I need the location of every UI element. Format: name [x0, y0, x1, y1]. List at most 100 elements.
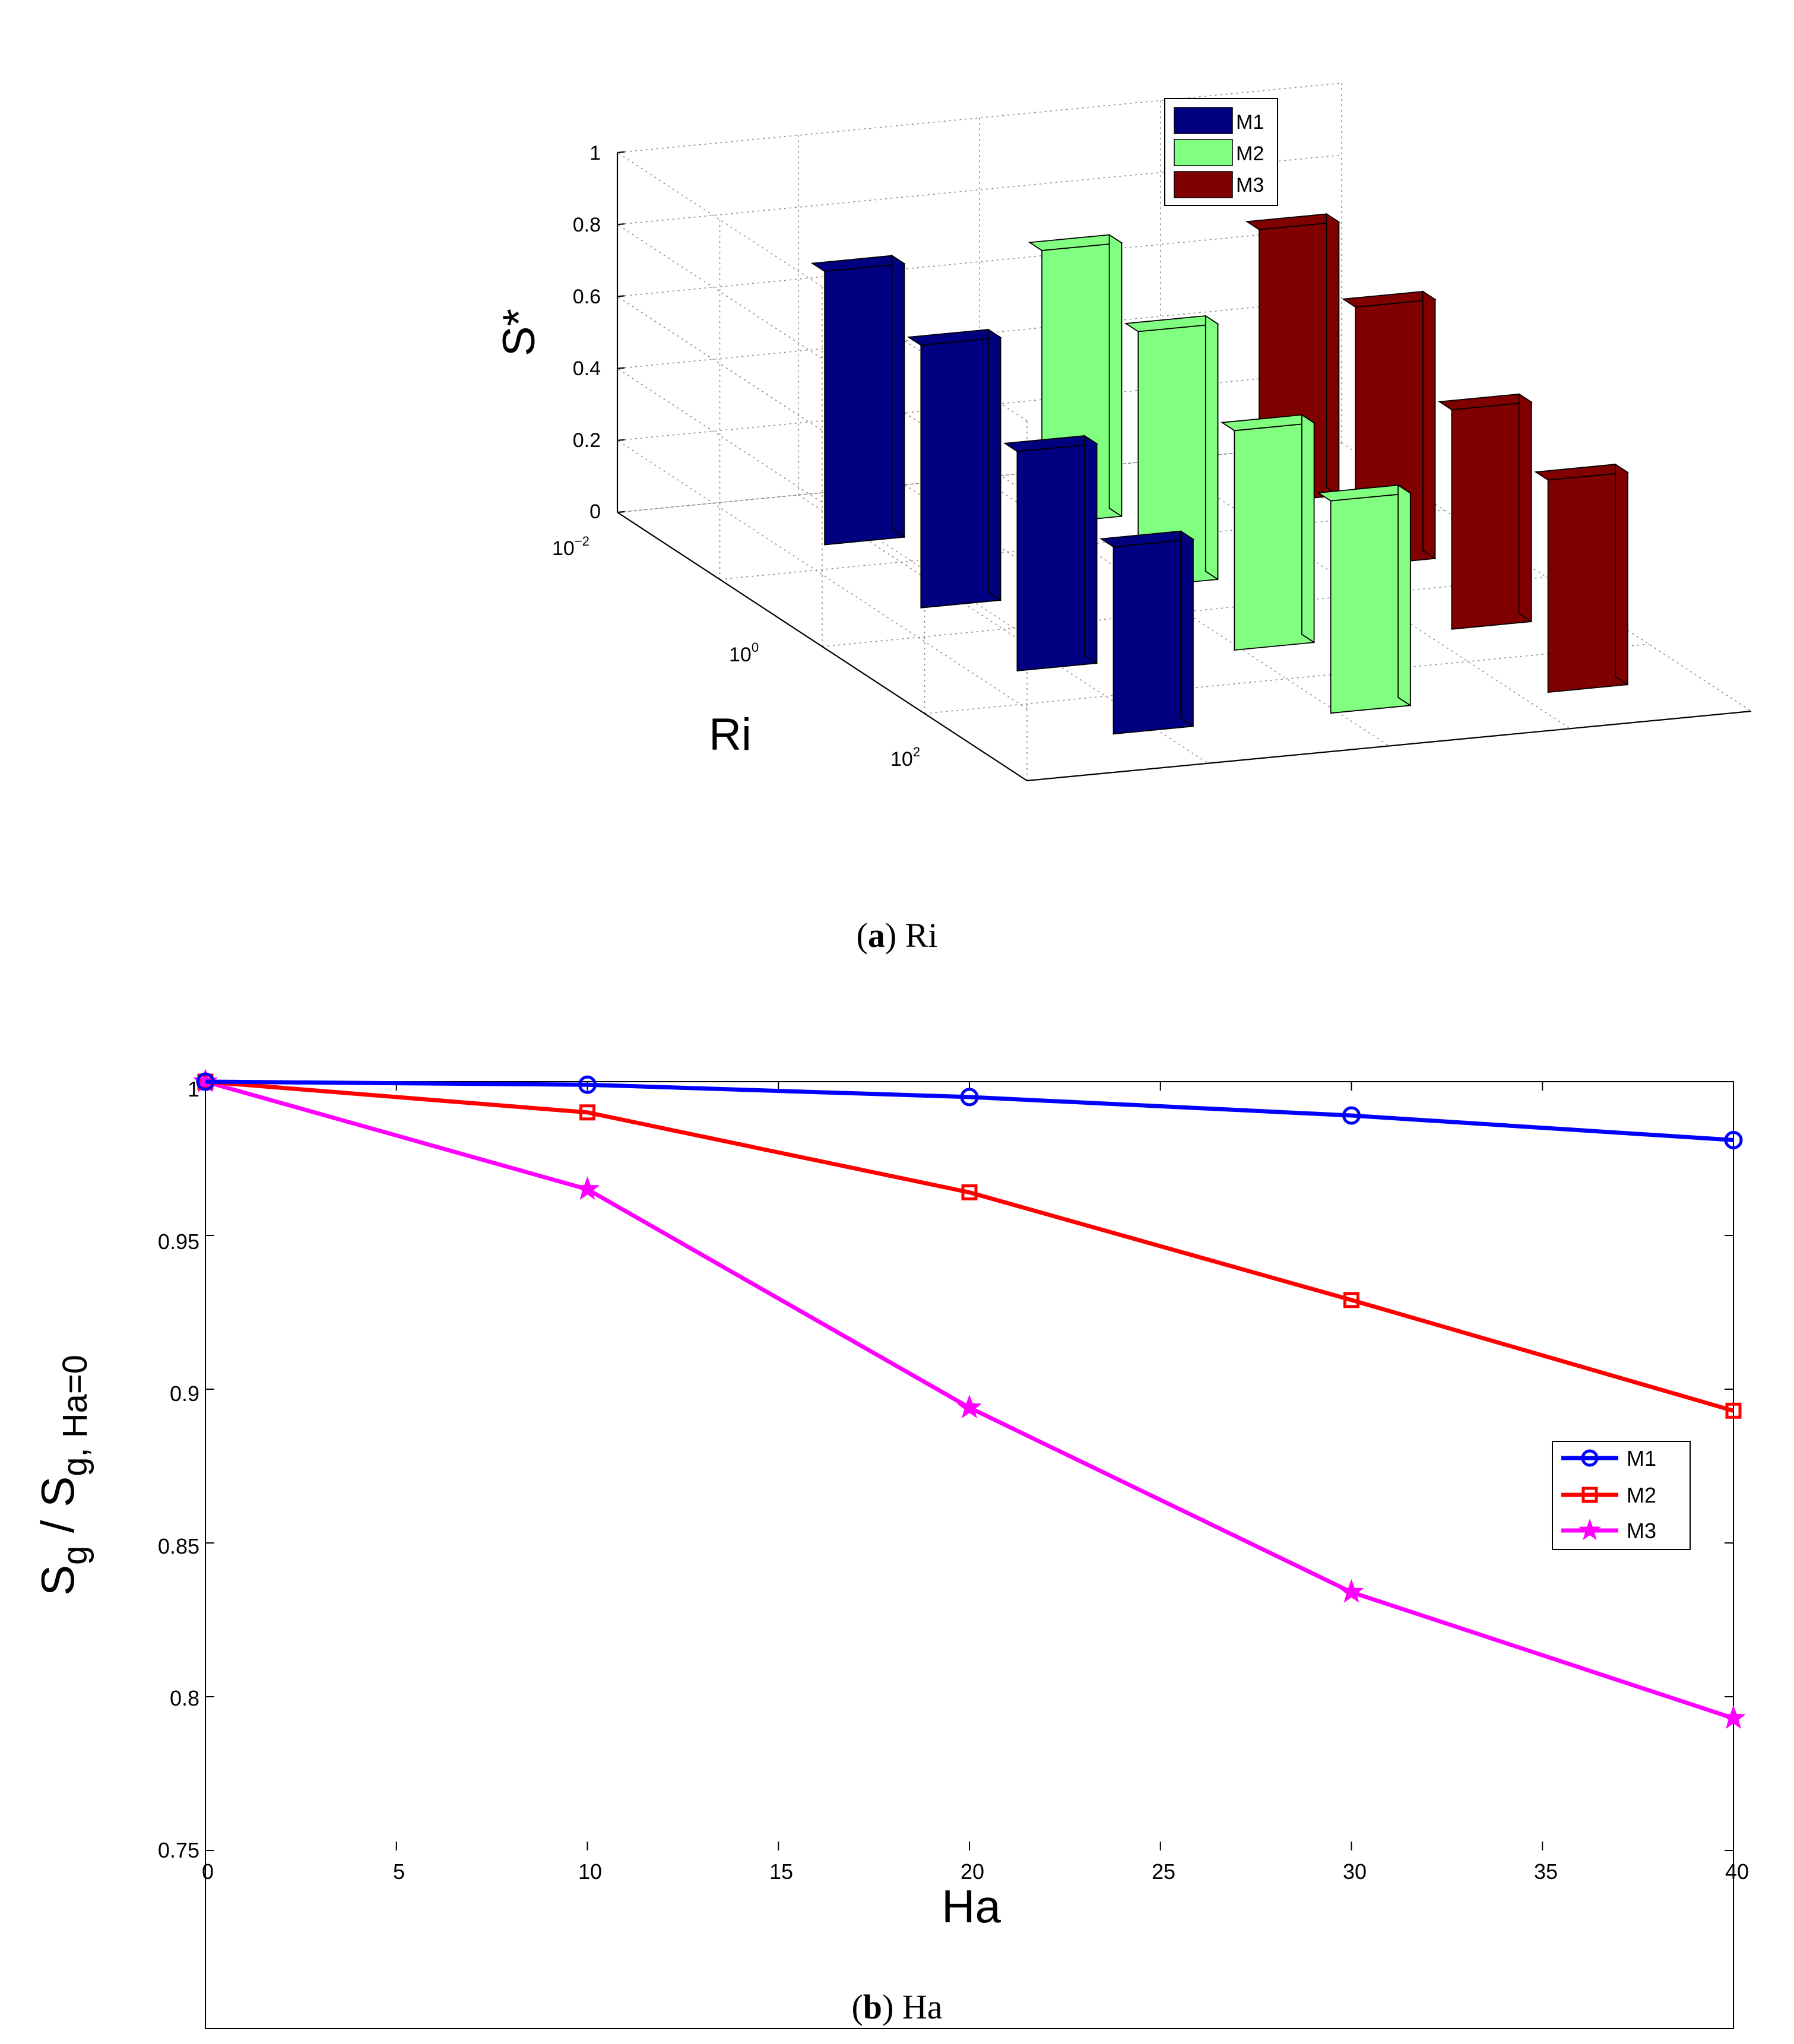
x-tick-label: 5	[393, 1859, 405, 1884]
legend-marker-m2	[1581, 1487, 1598, 1503]
bar-side-face	[1422, 290, 1436, 560]
bar-m3-cat-3	[1534, 463, 1630, 693]
z-tick-label: 0.2	[573, 429, 601, 452]
bar-m1-cat-2	[1003, 435, 1099, 671]
line-legend: M1 M2 M3	[1552, 1441, 1691, 1550]
x-tick-label: 0	[202, 1859, 214, 1884]
data-point	[960, 1088, 979, 1107]
y-tick-label: 0.85	[158, 1534, 199, 1558]
y-tick-label: 0.8	[170, 1686, 199, 1710]
bar-m2-cat-3	[1317, 484, 1412, 714]
z-tick-label: 1	[589, 142, 601, 164]
ri-tick-label: 102	[890, 744, 920, 771]
x-tick-label: 30	[1343, 1859, 1367, 1884]
z-tick	[617, 367, 625, 369]
data-point	[196, 1072, 215, 1091]
bar3d-chart: 0 0.2 0.4 0.6 0.8 1 10−2 100 102 S* Ri M…	[494, 83, 1752, 955]
line-chart: 0.75 0.8 0.85 0.9 0.95 1 0 5 10 15 20 25…	[31, 1069, 1749, 2029]
data-point	[957, 1395, 982, 1418]
series-m3	[193, 1069, 1746, 1729]
bar-side-face	[987, 328, 1001, 601]
z-axis-title: S*	[494, 309, 544, 356]
plot-area	[205, 1081, 1734, 2029]
x-tick-label: 15	[769, 1859, 793, 1884]
z-tick-labels: 0 0.2 0.4 0.6 0.8 1	[573, 142, 601, 523]
bar-side-face	[891, 254, 905, 538]
data-point	[1342, 1106, 1361, 1125]
y-tick-label: 0.95	[158, 1229, 199, 1254]
grid-line	[924, 644, 1649, 714]
z-tick-label: 0.6	[573, 286, 601, 308]
y-tick-label: 0.9	[170, 1381, 199, 1406]
bar-m2-cat-2	[1221, 414, 1316, 651]
series-line	[205, 1079, 1734, 1413]
bar-side-face	[1108, 233, 1123, 518]
z-tick-label: 0	[589, 500, 601, 523]
series-m1	[196, 1072, 1743, 1149]
legend-marker-m1	[1581, 1449, 1599, 1467]
series-line	[205, 1079, 1734, 1142]
series-m2	[197, 1073, 1742, 1419]
data-point	[961, 1184, 978, 1200]
data-point	[575, 1176, 600, 1200]
bar-m1-cat-0	[810, 254, 906, 546]
data-point	[1721, 1705, 1746, 1729]
x-tick-label: 25	[1152, 1859, 1175, 1884]
y-tick-labels: 0.75 0.8 0.85 0.9 0.95 1	[158, 1077, 199, 1862]
legend-label-m3: M3	[1627, 1519, 1656, 1543]
data-point	[1343, 1292, 1359, 1308]
bar-side-face	[1084, 435, 1098, 664]
bar-side-face	[1205, 315, 1219, 581]
bar3d-bars	[810, 213, 1630, 735]
x-tick-label: 10	[578, 1859, 602, 1884]
bar-side-face	[1180, 530, 1194, 728]
x-tick-label: 20	[961, 1859, 984, 1884]
x-tick-label: 35	[1534, 1859, 1558, 1884]
bar-side-face	[1397, 484, 1411, 706]
ri-tick-labels: 10−2 100 102	[552, 534, 920, 771]
caption-b: (b) Ha	[851, 1988, 942, 2026]
bar-m3-cat-2	[1438, 393, 1533, 630]
z-tick	[617, 151, 625, 154]
bar-side-face	[1301, 414, 1315, 644]
bar3d-legend: M1 M2 M3	[1164, 98, 1278, 206]
bar-side-face	[1326, 213, 1340, 497]
legend-label-m3: M3	[1236, 174, 1264, 197]
y-axis-title: Sg / Sg, Ha=0	[31, 1355, 94, 1596]
ri-axis-line	[617, 512, 1028, 781]
z-tick	[617, 439, 625, 441]
bar-side-face	[1615, 463, 1628, 686]
caption-a: (a) Ri	[857, 916, 938, 955]
data-point	[578, 1075, 597, 1094]
x-axis-title: Ha	[942, 1880, 1001, 1932]
y-tick-label: 0.75	[158, 1838, 199, 1862]
data-point	[1724, 1130, 1743, 1149]
ri-tick-label: 10−2	[552, 534, 589, 560]
bar-m2-cat-1	[1124, 315, 1220, 588]
front-floor-edge	[1026, 710, 1752, 782]
data-point	[579, 1104, 595, 1121]
x-tick-labels: 0 5 10 15 20 25 30 35 40	[202, 1859, 1749, 1884]
bar-m1-cat-1	[906, 328, 1003, 609]
z-tick-label: 0.4	[573, 357, 601, 380]
legend-label-m1: M1	[1627, 1446, 1656, 1471]
legend-label-m2: M2	[1236, 142, 1264, 165]
legend-swatch-m2	[1174, 139, 1233, 166]
legend-label-m1: M1	[1236, 111, 1264, 134]
ri-tick-label: 100	[729, 640, 759, 666]
ri-axis-title: Ri	[709, 709, 752, 760]
data-point	[1725, 1402, 1742, 1419]
z-tick-label: 0.8	[573, 214, 601, 236]
series-lines	[193, 1069, 1746, 1729]
legend-label-m2: M2	[1627, 1483, 1656, 1507]
bar-side-face	[1518, 393, 1532, 623]
legend-swatch-m1	[1174, 107, 1233, 134]
legend-marker-m3	[1579, 1519, 1601, 1541]
grid-line	[1160, 459, 1571, 729]
legend-swatch-m3	[1174, 171, 1233, 198]
data-point	[193, 1069, 218, 1092]
bar3d-axes	[616, 151, 1752, 782]
data-point	[1339, 1579, 1364, 1603]
x-tick-label: 40	[1725, 1859, 1749, 1884]
bar-m1-cat-3	[1099, 530, 1195, 735]
